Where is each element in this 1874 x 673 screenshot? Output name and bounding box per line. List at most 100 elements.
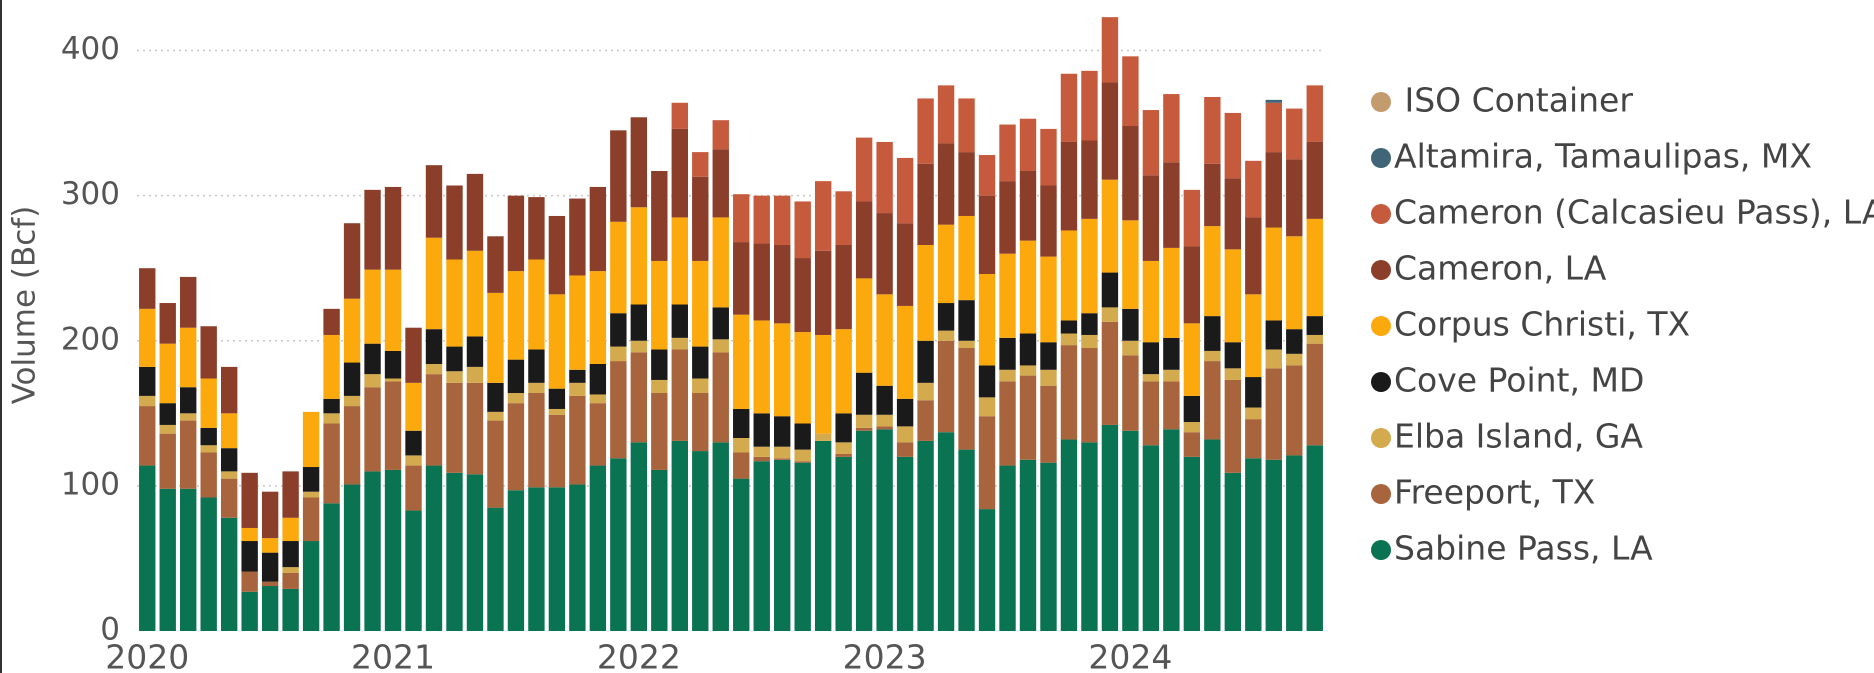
bar-segment	[1286, 236, 1303, 330]
bar-segment	[733, 408, 750, 438]
bar-segment	[1163, 337, 1180, 370]
bar-segment	[200, 326, 217, 379]
bar-segment	[1060, 333, 1078, 346]
bar-segment	[323, 334, 340, 399]
bar-segment	[917, 440, 934, 631]
bar-segment	[1224, 249, 1242, 343]
bar-segment	[1060, 320, 1078, 334]
bar-segment	[692, 451, 709, 631]
bar-segment	[1265, 227, 1282, 321]
bar-segment	[139, 395, 156, 407]
bar-segment	[1040, 385, 1057, 463]
bar-segment	[180, 387, 197, 414]
bar-segment	[753, 456, 770, 462]
bar-segment	[630, 207, 648, 305]
bar-segment	[835, 456, 852, 631]
bar-segment	[507, 403, 525, 491]
bar-segment	[282, 567, 299, 573]
bar-segment	[589, 394, 607, 404]
bar-segment	[1224, 472, 1242, 631]
bar-segment	[200, 452, 217, 498]
bar-segment	[712, 339, 729, 353]
bar-segment	[323, 503, 340, 631]
bar-segment	[220, 366, 238, 414]
bar-segment	[835, 453, 852, 457]
bar-segment	[1204, 361, 1221, 440]
bar-segment	[1019, 118, 1037, 171]
bar-segment	[958, 152, 975, 216]
bar-segment	[384, 381, 402, 470]
bar-segment	[999, 369, 1016, 382]
bar-segment	[487, 292, 504, 383]
x-tick-label: 2020	[105, 638, 189, 673]
bar-segment	[159, 424, 176, 434]
bar-segment	[692, 176, 709, 261]
bar-segment	[733, 314, 750, 409]
bar-segment	[1122, 340, 1139, 356]
bar-segment	[466, 366, 484, 383]
bar-segment	[630, 304, 648, 341]
bar-segment	[937, 85, 955, 144]
bar-segment	[1183, 323, 1201, 396]
bar-segment	[569, 198, 586, 276]
bar-segment	[855, 427, 873, 431]
bar-segment	[589, 271, 607, 364]
bar-segment	[569, 382, 586, 396]
bar-segment	[1040, 128, 1057, 186]
bar-segment	[282, 517, 299, 542]
bar-segment	[159, 488, 176, 631]
bar-segment	[1101, 82, 1119, 180]
bar-segment	[753, 320, 770, 414]
bar-segment	[528, 259, 545, 350]
bar-segment	[302, 491, 320, 498]
bar-segment	[712, 149, 729, 218]
bar-segment	[302, 541, 320, 631]
bar-segment	[671, 128, 688, 218]
bar-segment	[261, 581, 279, 587]
bar-segment	[384, 350, 402, 379]
bar-segment	[876, 385, 893, 415]
bar-segment	[487, 507, 504, 631]
bar-segment	[876, 294, 893, 386]
legend-label: Freeport, TX	[1394, 473, 1595, 512]
bar-segment	[978, 509, 996, 631]
bar-segment	[1060, 141, 1078, 231]
bar-segment	[1265, 102, 1282, 153]
bar-segment	[446, 259, 463, 347]
bar-segment	[528, 487, 545, 631]
bar-segment	[487, 411, 504, 421]
bar-segment	[1183, 246, 1201, 324]
bar-segment	[1286, 455, 1303, 631]
bar-segment	[200, 427, 217, 446]
bar-segment	[999, 253, 1016, 338]
bar-segment	[671, 349, 688, 441]
bar-segment	[999, 181, 1016, 254]
legend-marker	[1371, 428, 1391, 448]
bar-segment	[446, 371, 463, 383]
y-axis-label: Volume (Bcf)	[7, 206, 43, 405]
bar-segment	[610, 458, 627, 631]
bar-segment	[180, 276, 197, 328]
bar-segment	[917, 382, 934, 401]
bar-segment	[1101, 179, 1119, 273]
bar-segment	[774, 195, 791, 245]
bar-segment	[774, 459, 791, 631]
legend: ISO Container Altamira, Tamaulipas, MX Cam…	[1371, 81, 1874, 568]
bar-segment	[261, 538, 279, 553]
bar-segment	[610, 313, 627, 347]
x-tick-label: 2024	[1088, 638, 1172, 673]
bar-segment	[139, 308, 156, 367]
bar-segment	[774, 446, 791, 459]
bar-segment	[1204, 163, 1221, 227]
bar-segment	[302, 497, 320, 542]
bar-segment	[1101, 17, 1119, 83]
bar-segment	[548, 487, 566, 631]
bar-segment	[835, 191, 852, 245]
bar-segment	[180, 413, 197, 421]
bar-segment	[774, 244, 791, 324]
bar-segment	[159, 303, 176, 344]
legend-label: ISO Container	[1394, 81, 1633, 120]
bar-segment	[1286, 365, 1303, 456]
bar-segment	[876, 213, 893, 295]
bar-segment	[733, 437, 750, 453]
